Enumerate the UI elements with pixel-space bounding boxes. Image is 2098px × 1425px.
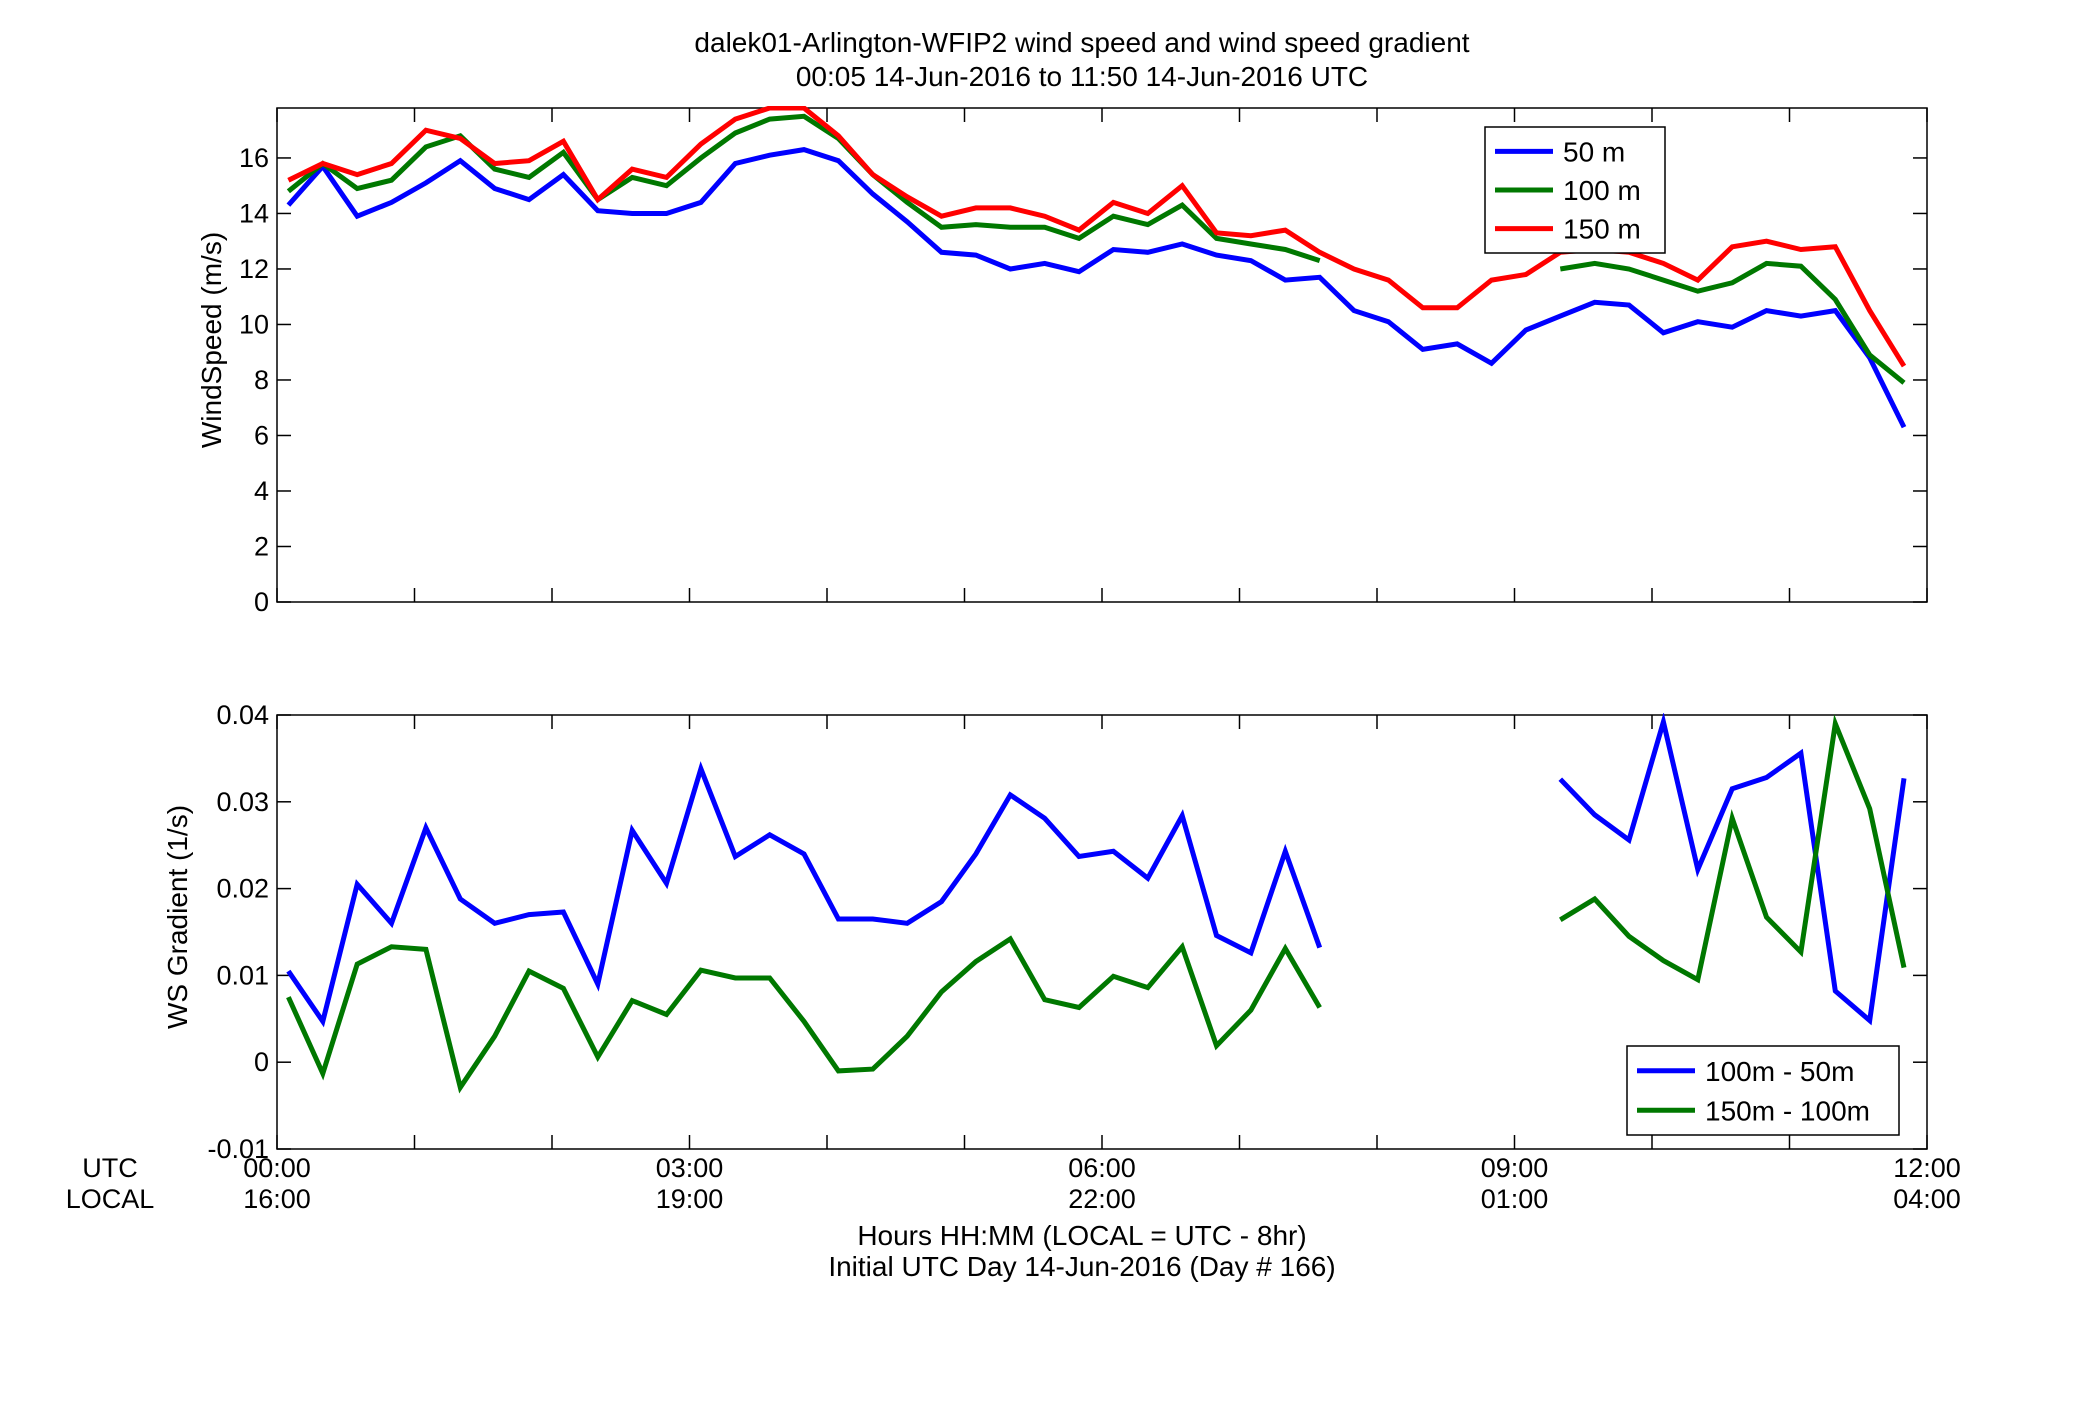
gradient-y-tick-label: 0.04: [216, 700, 269, 730]
x-tick-label-local: 01:00: [1481, 1184, 1549, 1214]
gradient-legend-box: [1626, 1045, 1900, 1136]
x-tick-label-utc: 12:00: [1893, 1153, 1961, 1183]
windspeed-legend-entry: 50 m: [1563, 136, 1625, 167]
x-tick-label-utc: 00:00: [243, 1153, 311, 1183]
windspeed-legend: 50 m 100 m 150 m: [1484, 126, 1666, 254]
gradient-ylabel: WS Gradient (1/s): [162, 805, 193, 1029]
utc-row-label: UTC: [82, 1153, 138, 1183]
chart-title-line1: dalek01-Arlington-WFIP2 wind speed and w…: [694, 27, 1469, 58]
x-tick-label-utc: 06:00: [1068, 1153, 1136, 1183]
x-tick-label-utc: 03:00: [656, 1153, 724, 1183]
x-axis-label-line2: Initial UTC Day 14-Jun-2016 (Day # 166): [828, 1251, 1335, 1282]
gradient-series-line: [286, 714, 1907, 1094]
gradient-series-line: [286, 713, 1907, 1028]
gradient-y-tick-label: 0.02: [216, 874, 269, 904]
windspeed-y-tick-label: 2: [254, 531, 269, 561]
windspeed-panel: 0 2 4 6 8 10 12 14 16 50 m 100 m 150 m: [239, 106, 1928, 617]
windspeed-y-tick-label: 8: [254, 365, 269, 395]
windspeed-series-line: [287, 106, 1907, 368]
windspeed-y-tick-label: 10: [239, 309, 269, 339]
windspeed-y-tick-label: 4: [254, 476, 269, 506]
gradient-legend-entry: 150m - 100m: [1705, 1095, 1870, 1126]
windspeed-y-tick-label: 14: [239, 198, 269, 228]
x-axis-label-line1: Hours HH:MM (LOCAL = UTC - 8hr): [857, 1220, 1306, 1251]
chart-title-line2: 00:05 14-Jun-2016 to 11:50 14-Jun-2016 U…: [796, 61, 1368, 92]
windspeed-legend-entry: 100 m: [1563, 175, 1641, 206]
gradient-y-tick-label: 0: [254, 1047, 269, 1077]
gradient-y-tick-label: 0.03: [216, 787, 269, 817]
local-row-label: LOCAL: [66, 1184, 155, 1214]
gradient-legend: 100m - 50m 150m - 100m: [1626, 1045, 1900, 1136]
windspeed-y-tick-label: 0: [254, 587, 269, 617]
gradient-y-tick-label: 0.01: [216, 960, 269, 990]
windspeed-legend-entry: 150 m: [1563, 214, 1641, 245]
windspeed-series-line: [286, 147, 1907, 429]
gradient-panel: -0.01 0 0.01 0.02 0.03 0.04 100m - 50m 150m - 1…: [207, 700, 1928, 1164]
windspeed-series-line: [286, 113, 1906, 385]
x-tick-label-local: 22:00: [1068, 1184, 1136, 1214]
x-tick-label-utc: 09:00: [1481, 1153, 1549, 1183]
x-tick-label-local: 19:00: [656, 1184, 724, 1214]
windspeed-y-tick-label: 12: [239, 254, 269, 284]
gradient-y-tick-label: -0.01: [207, 1134, 269, 1164]
windspeed-ylabel: WindSpeed (m/s): [196, 232, 227, 448]
windspeed-y-tick-label: 16: [239, 143, 269, 173]
gradient-legend-entry: 100m - 50m: [1705, 1056, 1854, 1087]
x-tick-label-local: 04:00: [1893, 1184, 1961, 1214]
windspeed-y-tick-label: 6: [254, 420, 269, 450]
x-tick-label-local: 16:00: [243, 1184, 311, 1214]
